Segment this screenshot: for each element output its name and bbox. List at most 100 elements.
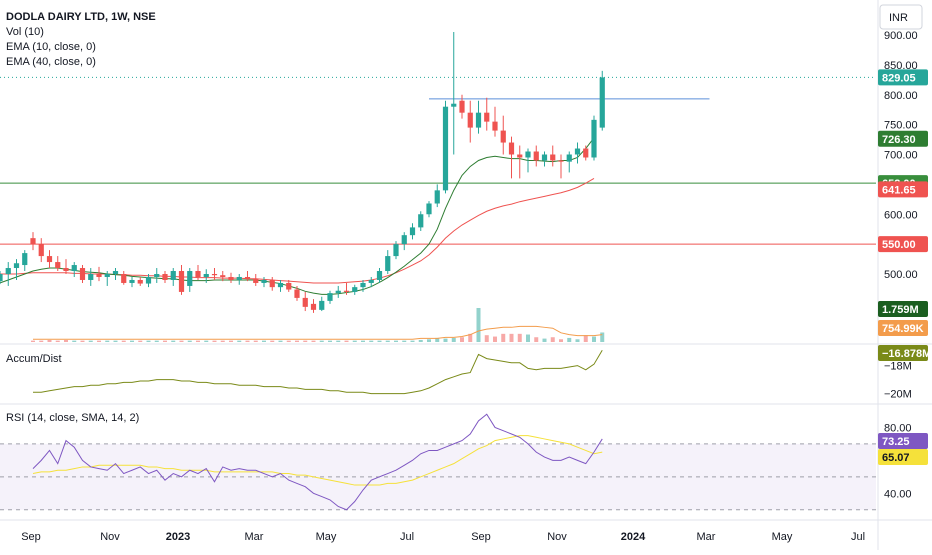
candle [228,272,234,283]
volume-bar [64,339,68,342]
candle-body [5,268,11,274]
volume-bar [278,340,283,342]
candle [475,100,482,134]
candle-body [533,151,539,161]
volume-bar [542,338,547,342]
time-tick-label: May [772,531,793,543]
candle [261,276,267,288]
volume-bar [451,337,456,342]
candle-body [302,297,308,307]
price-tag-1-text: 726.30 [882,134,916,146]
candle [558,154,564,179]
candle [418,211,424,231]
ad-tag-text: −16.878M [882,348,931,360]
price-tag-4-bg [878,236,928,253]
volume-bar [550,337,555,342]
volume-bar [179,340,184,342]
candle-body [269,279,275,288]
candle-body [104,274,110,277]
candle-body [0,274,3,282]
candle [368,276,374,288]
time-tick-label: 2024 [621,531,646,543]
price-tag-0-bg [878,69,928,86]
candle-body [112,271,119,274]
candle-body [467,112,473,128]
candle-body [137,279,143,284]
candle-body [46,256,53,263]
candle [195,265,201,280]
volume-bar [154,340,159,342]
time-tick-label: Mar [245,531,264,543]
volume-tag-0-bg [878,301,928,317]
candle-body [327,293,333,301]
candle-body [426,203,432,215]
candle-body [71,265,77,272]
candle-body [187,271,193,286]
rsi-tag-0-text: 73.25 [882,436,910,448]
candle-body [550,154,556,161]
volume-bar [592,336,596,342]
candle-body [220,275,226,277]
candle-body [393,244,399,257]
candle-body [360,282,366,288]
price-tag-4-text: 550.00 [882,239,916,251]
candle [96,266,102,282]
candle-body [244,276,251,279]
legend-accum-dist[interactable]: Accum/Dist [6,353,62,365]
price-tag-3-text: 641.65 [882,184,916,196]
candle-body [525,151,531,158]
volume-tag-1-bg [878,320,928,336]
volume-bar [97,340,101,342]
volume-bar [130,340,134,342]
price-tag-4: 550.00 [878,236,928,253]
volume-bar [80,340,85,342]
candle-body [170,271,176,280]
candle [294,285,300,301]
volume-bar [567,337,572,342]
volume-bar [220,340,225,342]
volume-tag-1: 754.99K [878,320,928,336]
candle [451,32,457,155]
volume-bar [493,336,497,342]
price-tick-label: 900.00 [884,30,918,42]
candle-body [409,227,416,236]
candle-body [38,244,44,257]
volume-bar [113,340,118,342]
volume-bar [402,340,407,342]
rsi-sma-line [32,435,603,486]
candle-body [30,238,36,245]
candle-body [558,160,564,162]
legend-volume[interactable]: Vol (10) [6,26,44,38]
legend-ema10[interactable]: EMA (10, close, 0) [6,41,96,53]
volume-bar [171,340,176,342]
volume-bar [385,340,390,342]
volume-bar [319,340,324,342]
candle [459,94,465,119]
candle [550,145,556,167]
volume-bar [270,340,275,342]
volume-bar [253,340,258,342]
volume-bar [72,340,77,342]
legend-ema40[interactable]: EMA (40, close, 0) [6,56,96,68]
volume-bar [517,333,522,342]
candle-body [401,235,407,245]
candle-body [418,214,424,228]
candle [310,299,317,313]
volume-bar [361,340,365,342]
candle [137,276,143,286]
candle [13,259,20,280]
accum-dist-line [33,349,603,395]
legend-rsi[interactable]: RSI (14, close, SMA, 14, 2) [6,412,139,424]
candle-body [294,289,300,298]
volume-bar [600,332,605,342]
rsi-line [32,413,603,511]
candle-body [343,290,350,292]
candle-body [96,274,102,277]
currency-box[interactable] [879,4,923,30]
candle-body [145,276,152,284]
price-tick-label: 850.00 [884,60,918,72]
candle [88,268,94,286]
candle-body [541,154,548,161]
candle-body [335,290,341,294]
rsi-tag-0: 73.25 [878,433,928,449]
